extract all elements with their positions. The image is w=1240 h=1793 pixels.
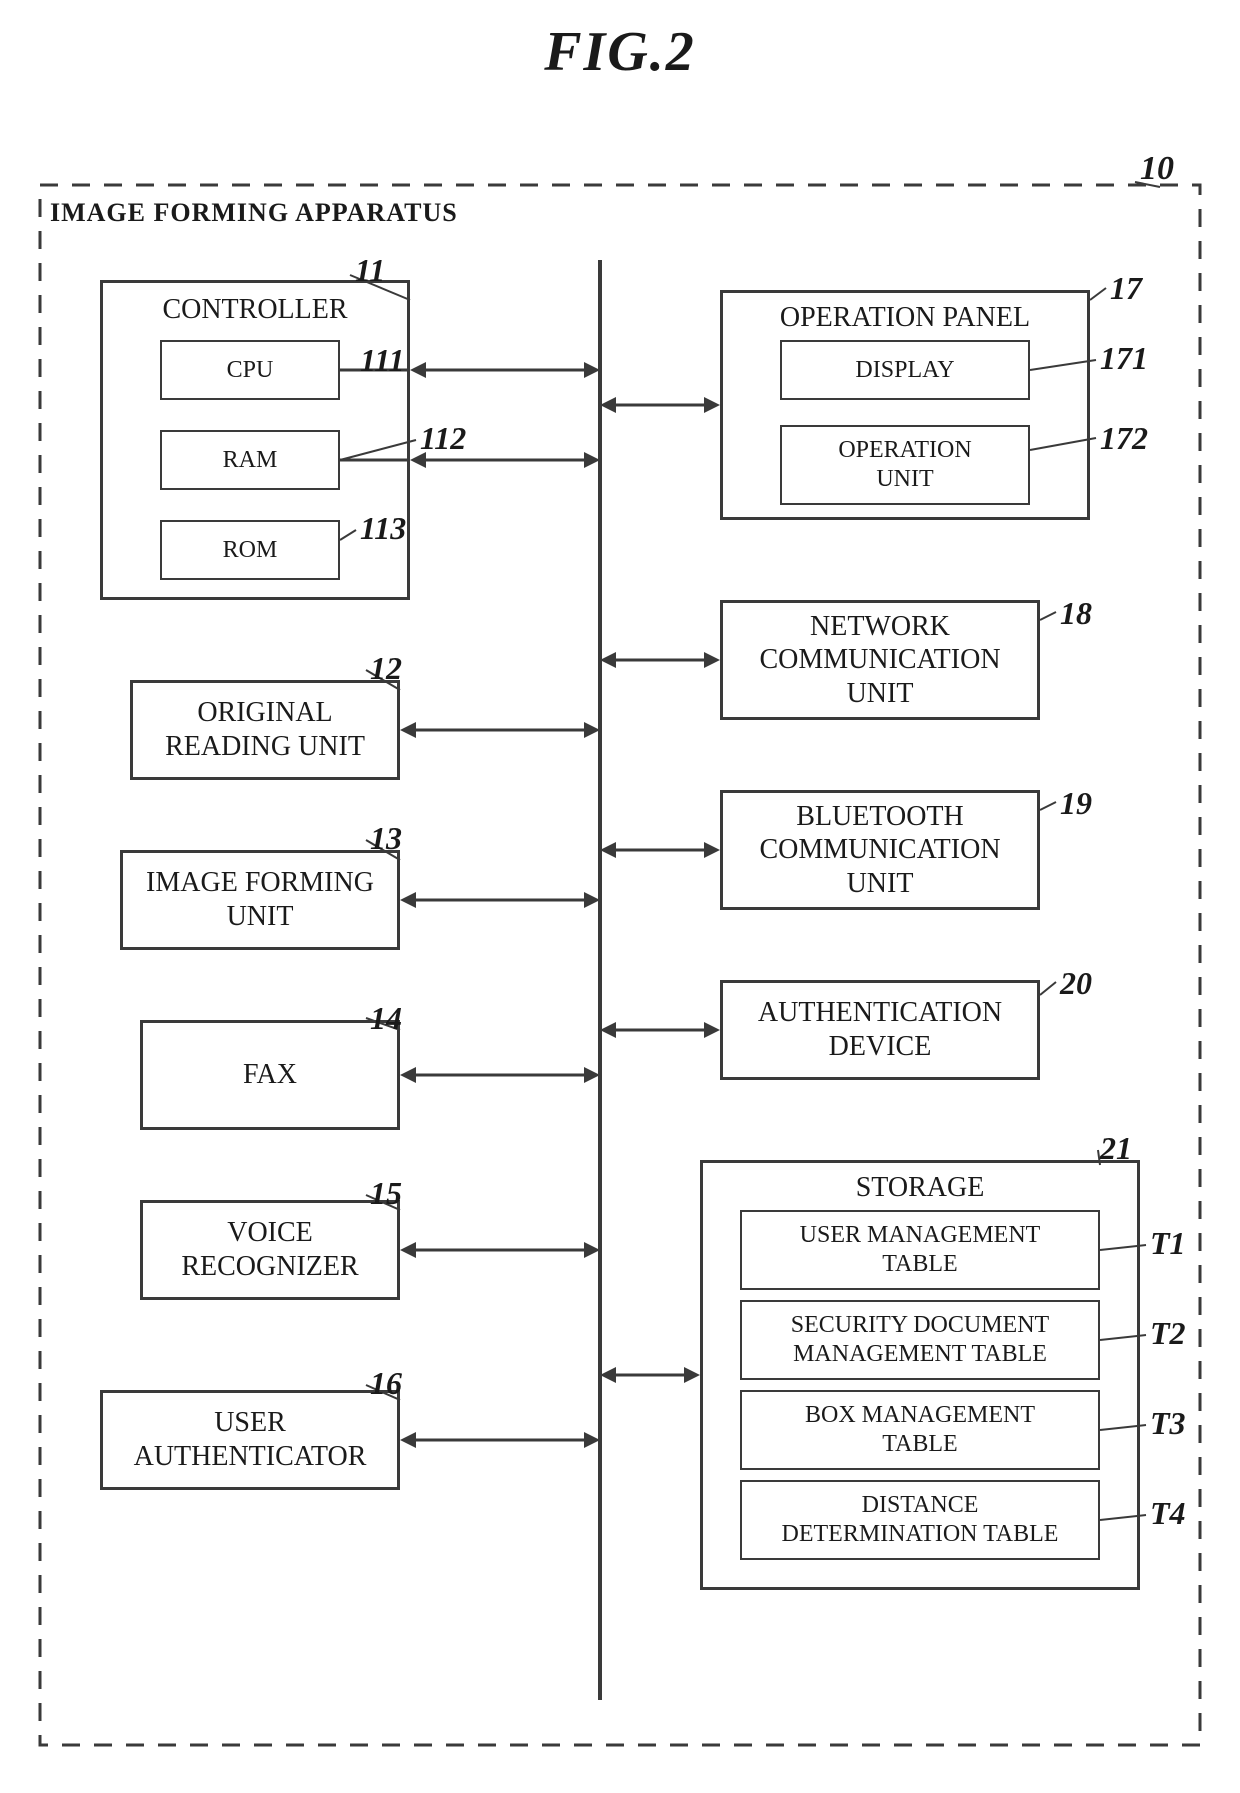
user-authenticator-block: USER AUTHENTICATOR bbox=[100, 1390, 400, 1490]
security-doc-table-block: SECURITY DOCUMENT MANAGEMENT TABLE bbox=[740, 1300, 1100, 1380]
display-ref: 171 bbox=[1100, 340, 1148, 377]
image-forming-ref: 13 bbox=[370, 820, 402, 857]
storage-label: STORAGE bbox=[703, 1171, 1137, 1205]
display-block: DISPLAY bbox=[780, 340, 1030, 400]
operation-unit-ref: 172 bbox=[1100, 420, 1148, 457]
voice-recognizer-block: VOICE RECOGNIZER bbox=[140, 1200, 400, 1300]
box-layer: CONTROLLER 11 CPU 111 RAM 112 ROM 113 ORIGINAL R… bbox=[0, 0, 1240, 1793]
voice-recognizer-ref: 15 bbox=[370, 1175, 402, 1212]
operation-panel-label: OPERATION PANEL bbox=[723, 301, 1087, 335]
operation-panel-ref: 17 bbox=[1110, 270, 1142, 307]
distance-det-table-block: DISTANCE DETERMINATION TABLE bbox=[740, 1480, 1100, 1560]
rom-block: ROM bbox=[160, 520, 340, 580]
original-reading-ref: 12 bbox=[370, 650, 402, 687]
original-reading-block: ORIGINAL READING UNIT bbox=[130, 680, 400, 780]
operation-unit-block: OPERATION UNIT bbox=[780, 425, 1030, 505]
bluetooth-comm-block: BLUETOOTH COMMUNICATION UNIT bbox=[720, 790, 1040, 910]
security-doc-table-ref: T2 bbox=[1150, 1315, 1186, 1352]
user-mgmt-table-ref: T1 bbox=[1150, 1225, 1186, 1262]
rom-ref: 113 bbox=[360, 510, 406, 547]
fax-ref: 14 bbox=[370, 1000, 402, 1037]
ram-block: RAM bbox=[160, 430, 340, 490]
user-authenticator-ref: 16 bbox=[370, 1365, 402, 1402]
user-mgmt-table-block: USER MANAGEMENT TABLE bbox=[740, 1210, 1100, 1290]
auth-device-ref: 20 bbox=[1060, 965, 1092, 1002]
cpu-block: CPU bbox=[160, 340, 340, 400]
cpu-ref: 111 bbox=[360, 342, 404, 379]
controller-label: CONTROLLER bbox=[103, 293, 407, 327]
image-forming-block: IMAGE FORMING UNIT bbox=[120, 850, 400, 950]
controller-ref: 11 bbox=[355, 252, 385, 289]
ram-ref: 112 bbox=[420, 420, 466, 457]
network-comm-block: NETWORK COMMUNICATION UNIT bbox=[720, 600, 1040, 720]
auth-device-block: AUTHENTICATION DEVICE bbox=[720, 980, 1040, 1080]
box-mgmt-table-ref: T3 bbox=[1150, 1405, 1186, 1442]
box-mgmt-table-block: BOX MANAGEMENT TABLE bbox=[740, 1390, 1100, 1470]
storage-ref: 21 bbox=[1100, 1130, 1132, 1167]
bluetooth-comm-ref: 19 bbox=[1060, 785, 1092, 822]
fax-block: FAX bbox=[140, 1020, 400, 1130]
distance-det-table-ref: T4 bbox=[1150, 1495, 1186, 1532]
network-comm-ref: 18 bbox=[1060, 595, 1092, 632]
